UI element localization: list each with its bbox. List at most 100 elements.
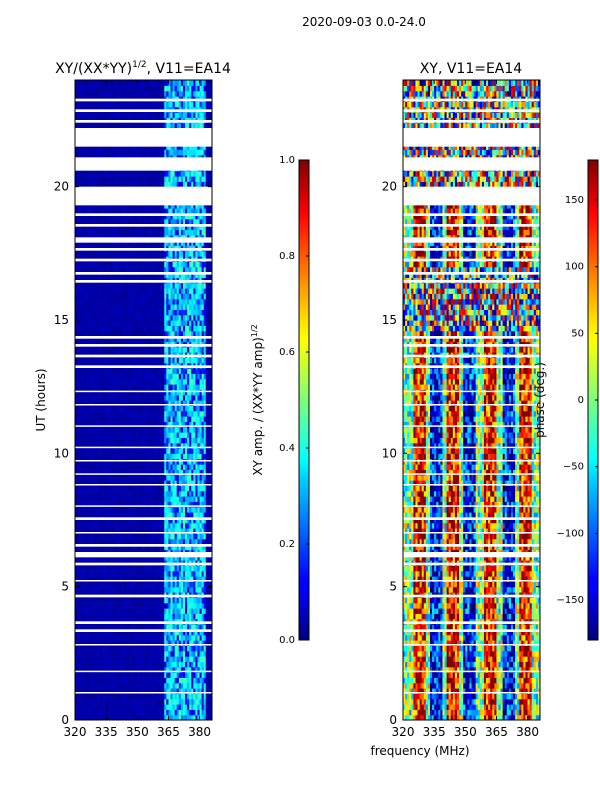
amplitude-heat-cell [191, 485, 194, 492]
amplitude-heat-cell [143, 426, 147, 433]
amplitude-heat-cell [187, 570, 190, 577]
amplitude-heat-cell [191, 608, 194, 614]
amplitude-heat-cell [147, 650, 151, 657]
amplitude-heat-cell [83, 346, 86, 353]
amplitude-heat-cell [83, 400, 86, 406]
amplitude-heat-cell [135, 480, 138, 486]
amplitude-heat-cell [185, 357, 188, 364]
amplitude-heat-cell [203, 597, 207, 604]
amplitude-heat-cell [182, 704, 186, 710]
amplitude-heat-cell [108, 389, 111, 396]
amplitude-heat-cell [209, 629, 212, 636]
amplitude-heat-cell [89, 426, 93, 433]
amplitude-heat-cell [126, 565, 130, 572]
amplitude-heat-cell [143, 400, 147, 406]
amplitude-heat-cell [207, 666, 211, 673]
amplitude-heat-cell [191, 704, 194, 710]
amplitude-heat-cell [133, 373, 136, 380]
amplitude-heat-cell [182, 528, 186, 534]
amplitude-heat-cell [147, 554, 151, 561]
amplitude-heat-cell [176, 570, 180, 577]
amplitude-heat-cell [128, 613, 132, 620]
amplitude-heat-cell [118, 704, 122, 710]
amplitude-heat-cell [87, 453, 91, 460]
amplitude-heat-cell [153, 714, 157, 720]
amplitude-heat-cell [153, 506, 157, 513]
amplitude-heat-cell [185, 608, 188, 614]
amplitude-heat-cell [104, 480, 107, 486]
amplitude-heat-cell [168, 565, 172, 572]
amplitude-heat-cell [131, 704, 134, 710]
amplitude-heat-cell [195, 522, 199, 529]
amplitude-heat-cell [126, 410, 130, 417]
amplitude-heat-cell [180, 320, 184, 326]
amplitude-heat-cell [83, 554, 86, 561]
amplitude-heat-cell [187, 336, 190, 342]
amplitude-heat-cell [180, 373, 184, 380]
amplitude-heat-cell [151, 554, 155, 561]
amplitude-heat-cell [101, 384, 105, 390]
amplitude-heat-cell [153, 378, 157, 385]
amplitude-heat-cell [99, 325, 103, 332]
amplitude-heat-cell [83, 501, 86, 508]
amplitude-heat-cell [174, 656, 178, 662]
amplitude-heat-cell [110, 576, 113, 582]
amplitude-heat-cell [149, 432, 153, 438]
amplitude-heat-cell [137, 682, 140, 689]
amplitude-heat-cell [114, 533, 118, 540]
amplitude-heat-cell [75, 490, 78, 497]
amplitude-heat-cell [93, 437, 97, 444]
amplitude-heat-cell [162, 336, 165, 342]
amplitude-heat-cell [170, 378, 174, 385]
amplitude-heat-cell [203, 522, 207, 529]
amplitude-heat-cell [195, 704, 199, 710]
amplitude-heat-cell [77, 704, 80, 710]
amplitude-heat-cell [172, 368, 176, 374]
amplitude-heat-cell [168, 698, 172, 705]
amplitude-heat-cell [141, 480, 145, 486]
amplitude-heat-cell [153, 666, 157, 673]
amplitude-heat-cell [108, 640, 111, 646]
amplitude-heat-cell [128, 314, 132, 321]
amplitude-heat-cell [160, 517, 163, 524]
amplitude-heat-cell [139, 570, 143, 577]
amplitude-heat-cell [145, 506, 149, 513]
amplitude-heat-cell [168, 586, 172, 593]
amplitude-heat-cell [191, 325, 194, 332]
amplitude-heat-cell [151, 672, 155, 678]
amplitude-heat-cell [85, 373, 89, 380]
amplitude-heat-cell [131, 378, 134, 385]
amplitude-heat-cell [160, 677, 163, 684]
amplitude-heat-cell [120, 528, 124, 534]
amplitude-heat-cell [118, 368, 122, 374]
amplitude-heat-cell [162, 458, 165, 465]
amplitude-heat-cell [209, 373, 212, 380]
amplitude-heat-cell [139, 522, 143, 529]
amplitude-heat-cell [116, 426, 120, 433]
amplitude-heat-cell [97, 501, 101, 508]
amplitude-heat-cell [209, 528, 212, 534]
amplitude-heat-cell [135, 378, 138, 385]
amplitude-heat-cell [155, 640, 159, 646]
amplitude-heat-cell [101, 490, 105, 497]
amplitude-heat-cell [195, 565, 199, 572]
amplitude-heat-cell [151, 576, 155, 582]
amplitude-heat-cell [199, 501, 203, 508]
amplitude-heat-cell [166, 384, 170, 390]
amplitude-heat-cell [207, 490, 211, 497]
amplitude-heat-cell [118, 416, 122, 422]
amplitude-heat-cell [166, 650, 170, 657]
amplitude-heat-cell [104, 405, 107, 412]
amplitude-heat-cell [141, 389, 145, 396]
amplitude-heat-cell [170, 442, 174, 449]
amplitude-heat-cell [135, 538, 138, 545]
amplitude-heat-cell [164, 661, 167, 668]
amplitude-heat-cell [158, 650, 161, 657]
amplitude-heat-cell [193, 346, 196, 353]
amplitude-heat-cell [83, 421, 86, 428]
amplitude-heat-cell [205, 613, 209, 620]
amplitude-heat-cell [124, 437, 128, 444]
amplitude-heat-cell [97, 384, 101, 390]
amplitude-heat-cell [153, 474, 157, 481]
amplitude-heat-cell [99, 389, 103, 396]
